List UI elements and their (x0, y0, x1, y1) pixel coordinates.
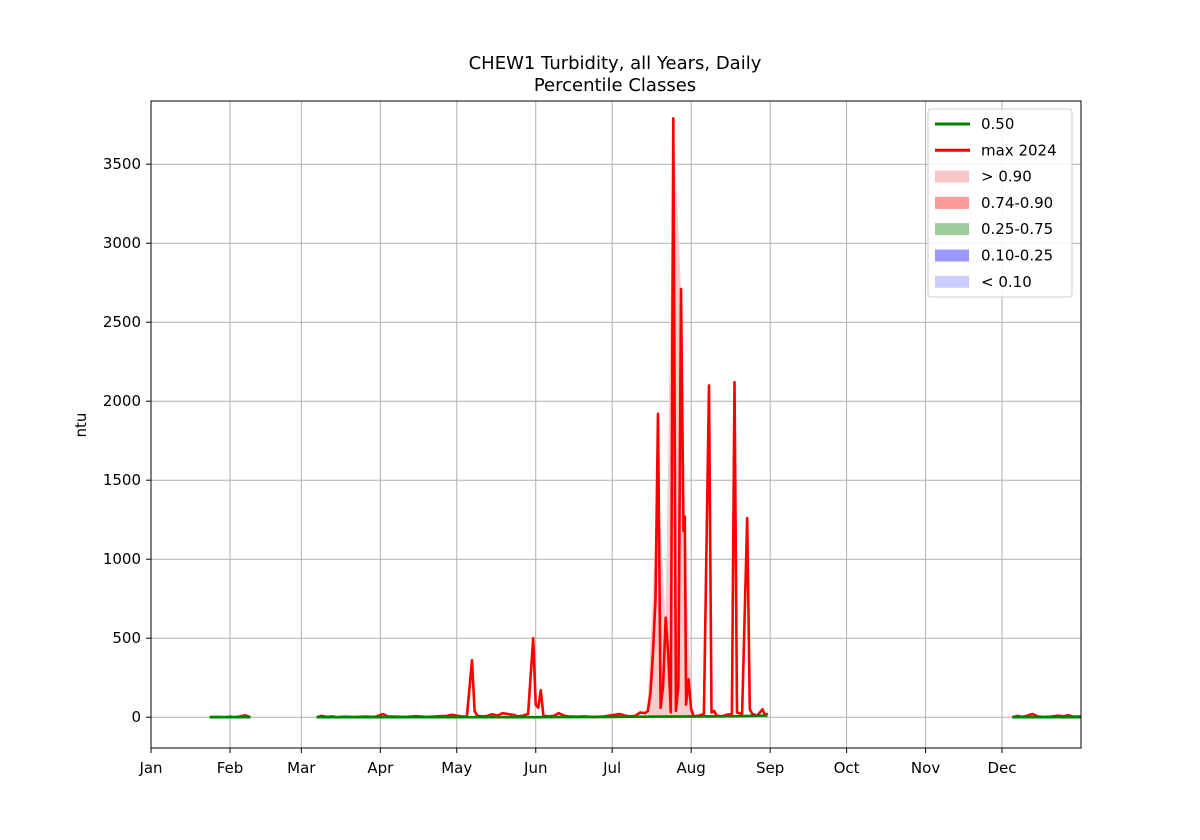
legend-swatch (935, 249, 969, 262)
y-tick-label: 3500 (103, 155, 141, 173)
legend-swatch (935, 275, 969, 288)
chart-subtitle: Percentile Classes (534, 75, 696, 96)
x-tick-label: Jan (138, 759, 162, 777)
y-tick-label: 2000 (103, 392, 141, 410)
legend: 0.50 max 2024 > 0.90 0.74-0.90 0.25-0.75 0.10… (927, 108, 1073, 298)
y-axis: 0 500 1000 1500 2000 2500 3000 3500 (103, 155, 151, 726)
legend-label: < 0.10 (981, 273, 1032, 291)
series-layer (209, 117, 1082, 719)
y-tick-label: 500 (112, 629, 141, 647)
plot-frame (150, 100, 1082, 749)
x-axis: Jan Feb Mar Apr May Jun Jul Aug Sep Oct Nov Dec (138, 748, 1017, 777)
y-tick-label: 1500 (103, 471, 141, 489)
x-tick-label: Oct (834, 759, 860, 777)
x-tick-label: Jun (523, 759, 547, 777)
y-tick-label: 0 (131, 708, 141, 726)
legend-label: 0.74-0.90 (981, 194, 1053, 212)
x-tick-label: Sep (756, 759, 784, 777)
legend-swatch (935, 196, 969, 209)
x-tick-label: Feb (217, 759, 244, 777)
legend-swatch (935, 223, 969, 236)
y-tick-label: 1000 (103, 550, 141, 568)
chart-title: CHEW1 Turbidity, all Years, Daily (469, 53, 762, 74)
legend-label: 0.10-0.25 (981, 247, 1053, 265)
legend-swatch (935, 170, 969, 183)
legend-label: 0.50 (981, 115, 1014, 133)
y-tick-label: 2500 (103, 313, 141, 331)
x-tick-label: Mar (287, 759, 316, 777)
series-line (316, 117, 769, 719)
x-tick-label: Nov (911, 759, 940, 777)
series-line (316, 714, 768, 719)
x-tick-label: Aug (677, 759, 706, 777)
x-tick-label: Dec (987, 759, 1016, 777)
x-tick-label: May (441, 759, 472, 777)
y-axis-label: ntu (72, 413, 90, 438)
x-tick-label: Jul (602, 759, 621, 777)
legend-label: max 2024 (981, 141, 1057, 159)
y-tick-label: 3000 (103, 234, 141, 252)
x-tick-label: Apr (367, 759, 394, 777)
legend-label: 0.25-0.75 (981, 220, 1053, 238)
legend-label: > 0.90 (981, 168, 1032, 186)
